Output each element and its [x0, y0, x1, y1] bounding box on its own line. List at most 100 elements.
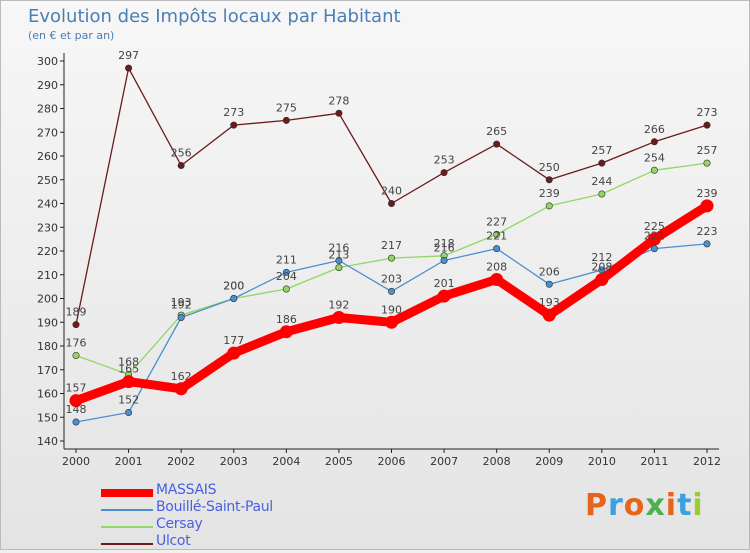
brand-logo: Proxiti	[585, 488, 704, 523]
data-label: 227	[486, 215, 507, 228]
data-label: 217	[381, 239, 402, 252]
data-point	[72, 321, 80, 329]
legend-label: MASSAIS	[156, 482, 217, 498]
data-label: 200	[223, 280, 244, 293]
data-label: 212	[591, 251, 612, 264]
data-label: 297	[118, 49, 139, 62]
data-point	[69, 394, 83, 408]
x-tick-label: 2006	[378, 455, 406, 468]
y-tick-label: 160	[37, 388, 58, 401]
data-point	[72, 418, 80, 426]
data-point	[493, 140, 501, 148]
data-label: 200	[223, 280, 244, 293]
data-label: 208	[486, 261, 507, 274]
data-label: 211	[276, 253, 297, 266]
y-tick-label: 270	[37, 126, 58, 139]
data-label: 162	[171, 370, 192, 383]
data-point	[647, 232, 661, 246]
data-label: 254	[644, 151, 665, 164]
x-tick-label: 2001	[115, 455, 143, 468]
data-point	[282, 285, 290, 293]
data-labels: 157 165 162 177 186 192 190 201 208 193 208 225 239 1…	[66, 49, 718, 416]
data-point	[72, 351, 80, 359]
x-tick-label: 2012	[693, 455, 721, 468]
data-label: 256	[171, 147, 192, 160]
legend-swatch	[101, 509, 153, 511]
data-point	[437, 289, 451, 303]
data-label: 273	[697, 106, 718, 119]
y-tick-label: 230	[37, 221, 58, 234]
x-tick-label: 2005	[325, 455, 353, 468]
x-tick-label: 2007	[430, 455, 458, 468]
data-point	[125, 408, 133, 416]
data-label: 208	[591, 261, 612, 274]
x-tick-label: 2000	[62, 455, 90, 468]
y-tick-label: 200	[37, 293, 58, 306]
data-point	[230, 121, 238, 129]
x-tick-label: 2008	[483, 455, 511, 468]
y-tick-label: 180	[37, 340, 58, 353]
legend-swatch	[101, 543, 153, 545]
data-point	[282, 116, 290, 124]
data-point	[650, 245, 658, 253]
data-point	[542, 308, 556, 322]
data-point	[387, 200, 395, 208]
data-point	[703, 240, 711, 248]
data-label: 265	[486, 125, 507, 138]
x-tick-label: 2010	[588, 455, 616, 468]
data-label: 204	[276, 270, 297, 283]
data-label: 192	[171, 299, 192, 312]
data-point	[545, 202, 553, 210]
y-tick-label: 170	[37, 364, 58, 377]
data-label: 278	[328, 94, 349, 107]
y-tick-label: 240	[37, 198, 58, 211]
data-point	[282, 268, 290, 276]
y-tick-label: 210	[37, 269, 58, 282]
data-label: 203	[381, 272, 402, 285]
y-tick-label: 300	[37, 55, 58, 68]
data-label: 193	[171, 296, 192, 309]
data-label: 223	[697, 225, 718, 238]
data-point	[440, 256, 448, 264]
data-point	[700, 199, 714, 213]
data-label: 253	[434, 154, 455, 167]
data-point	[598, 159, 606, 167]
data-label: 216	[328, 242, 349, 255]
series-points	[69, 64, 714, 426]
legend-label: Ulcot	[156, 533, 191, 549]
x-tick-label: 2003	[220, 455, 248, 468]
data-label: 206	[539, 265, 560, 278]
data-label: 240	[381, 185, 402, 198]
data-label: 216	[434, 242, 455, 255]
legend-swatch	[101, 489, 153, 497]
x-tick-label: 2009	[535, 455, 563, 468]
data-label: 239	[539, 187, 560, 200]
y-tick-label: 260	[37, 150, 58, 163]
data-label: 221	[486, 230, 507, 243]
data-point	[335, 256, 343, 264]
brand-letter: P	[585, 488, 608, 523]
data-label: 177	[223, 334, 244, 347]
data-point	[650, 138, 658, 146]
data-label: 201	[434, 277, 455, 290]
chart-title: Evolution des Impôts locaux par Habitant	[28, 6, 401, 27]
y-tick-label: 250	[37, 174, 58, 187]
data-point	[545, 280, 553, 288]
data-label: 218	[434, 237, 455, 250]
data-label: 221	[644, 230, 665, 243]
data-point	[125, 64, 133, 72]
data-point	[385, 315, 398, 329]
data-point	[703, 159, 711, 167]
data-point	[332, 311, 346, 324]
legend-label: Cersay	[156, 516, 203, 532]
data-point	[335, 264, 343, 272]
y-tick-label: 280	[37, 103, 58, 116]
brand-letter: t	[677, 488, 693, 523]
data-label: 193	[539, 296, 560, 309]
data-label: 244	[591, 175, 612, 188]
data-point	[230, 294, 238, 302]
data-label: 266	[644, 123, 665, 136]
data-point	[490, 273, 504, 286]
data-label: 152	[118, 394, 139, 407]
brand-letter: r	[608, 488, 624, 523]
